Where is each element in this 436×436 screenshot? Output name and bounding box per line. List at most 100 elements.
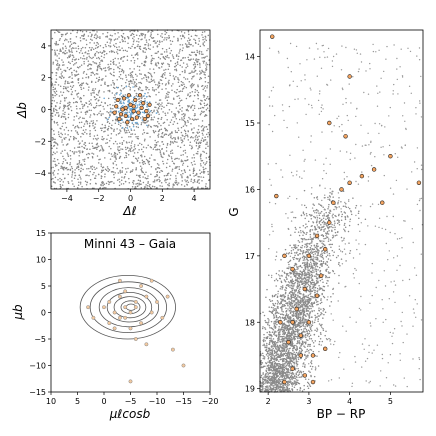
field-star bbox=[106, 138, 108, 141]
field-star bbox=[201, 31, 204, 33]
field-star bbox=[299, 250, 302, 252]
field-star bbox=[110, 133, 113, 135]
field-star bbox=[79, 107, 81, 110]
field-star bbox=[69, 62, 71, 65]
field-star bbox=[204, 136, 206, 138]
field-star bbox=[69, 163, 71, 166]
field-star bbox=[191, 118, 194, 120]
cluster-star bbox=[119, 93, 121, 96]
field-star bbox=[193, 107, 196, 109]
field-star bbox=[131, 37, 134, 40]
field-star bbox=[328, 272, 330, 274]
field-star bbox=[54, 138, 56, 141]
field-star bbox=[116, 51, 118, 53]
field-star bbox=[291, 355, 294, 358]
field-star bbox=[128, 83, 131, 85]
field-star bbox=[171, 141, 174, 143]
field-star bbox=[199, 113, 202, 116]
field-star bbox=[170, 111, 173, 113]
field-star bbox=[333, 208, 335, 211]
field-star bbox=[106, 110, 108, 113]
field-star bbox=[126, 59, 129, 61]
field-star bbox=[124, 131, 127, 134]
field-star bbox=[284, 291, 287, 294]
field-star bbox=[88, 86, 90, 88]
field-star bbox=[200, 110, 203, 112]
field-star bbox=[181, 49, 184, 52]
cluster-star bbox=[136, 121, 138, 124]
field-star bbox=[121, 148, 124, 150]
field-star bbox=[274, 362, 276, 365]
member-star bbox=[133, 299, 138, 304]
cmd-field-stars bbox=[259, 42, 424, 393]
field-star bbox=[116, 143, 118, 145]
field-star bbox=[196, 93, 199, 96]
field-star bbox=[85, 102, 87, 104]
field-star bbox=[193, 179, 196, 182]
field-star bbox=[158, 167, 161, 170]
field-star bbox=[86, 52, 89, 55]
field-star bbox=[180, 170, 183, 172]
field-star bbox=[157, 50, 160, 53]
field-star bbox=[164, 178, 167, 180]
field-star bbox=[69, 76, 71, 78]
field-star bbox=[264, 346, 267, 349]
field-star bbox=[176, 183, 178, 185]
field-star bbox=[283, 358, 285, 360]
field-star bbox=[287, 385, 289, 387]
field-star bbox=[74, 89, 77, 92]
field-star bbox=[80, 47, 83, 50]
field-star bbox=[81, 77, 84, 79]
field-star bbox=[110, 40, 112, 42]
field-star bbox=[122, 72, 125, 74]
field-star bbox=[53, 144, 56, 147]
field-star bbox=[98, 150, 101, 152]
field-star bbox=[194, 174, 197, 176]
field-star bbox=[200, 165, 202, 167]
field-star bbox=[76, 94, 78, 96]
field-star bbox=[312, 269, 314, 272]
field-star bbox=[202, 168, 205, 171]
field-star bbox=[313, 275, 316, 277]
field-star bbox=[190, 161, 193, 164]
field-star bbox=[322, 206, 324, 208]
field-star bbox=[190, 180, 192, 182]
y-tick-label: −10 bbox=[29, 362, 46, 371]
field-star bbox=[97, 56, 100, 59]
field-star bbox=[121, 136, 123, 139]
field-star bbox=[307, 318, 309, 321]
field-star bbox=[289, 366, 291, 368]
field-star bbox=[78, 146, 81, 148]
field-star bbox=[135, 85, 138, 88]
field-star bbox=[292, 256, 294, 259]
field-star bbox=[189, 72, 192, 74]
field-star bbox=[196, 153, 199, 155]
field-star bbox=[194, 70, 196, 72]
field-star bbox=[204, 36, 207, 38]
field-star bbox=[71, 176, 73, 178]
field-star bbox=[67, 182, 70, 185]
field-star bbox=[51, 139, 54, 141]
field-star bbox=[92, 56, 94, 59]
field-star bbox=[311, 340, 314, 342]
field-star bbox=[338, 282, 340, 284]
field-star bbox=[176, 88, 178, 91]
field-star bbox=[311, 320, 314, 323]
field-star bbox=[111, 155, 113, 157]
field-star bbox=[108, 183, 110, 186]
field-star bbox=[71, 47, 74, 49]
field-star bbox=[192, 109, 194, 111]
field-star bbox=[112, 142, 115, 145]
field-star bbox=[141, 133, 144, 135]
member-star bbox=[144, 294, 149, 299]
field-star bbox=[65, 47, 67, 49]
field-star bbox=[166, 178, 169, 181]
field-star bbox=[114, 172, 116, 174]
field-star bbox=[132, 79, 135, 81]
field-star bbox=[300, 347, 302, 350]
field-star bbox=[141, 170, 144, 173]
field-star bbox=[91, 122, 94, 125]
field-star bbox=[321, 278, 323, 281]
field-star bbox=[350, 213, 353, 216]
field-star bbox=[285, 252, 288, 254]
